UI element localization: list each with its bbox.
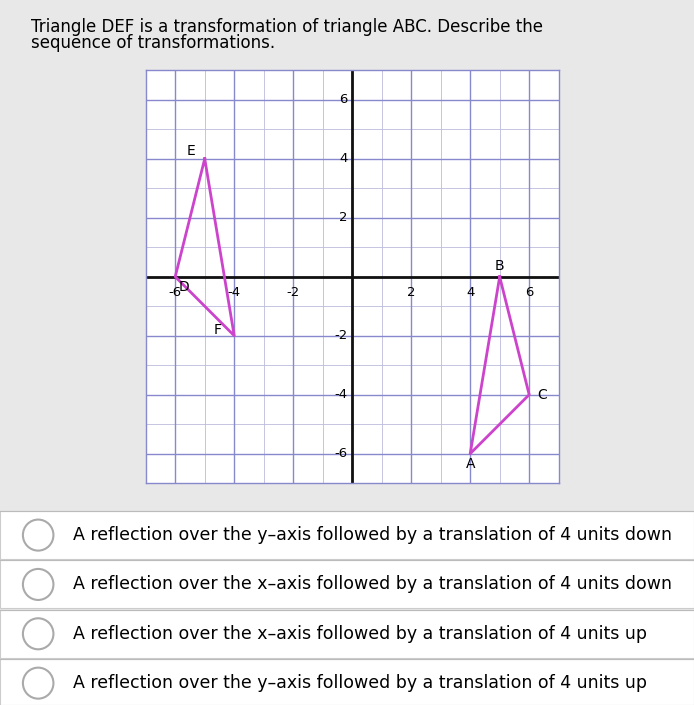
Text: -2: -2 — [335, 329, 348, 342]
Text: A: A — [466, 457, 475, 471]
Text: F: F — [214, 323, 222, 337]
Text: 6: 6 — [525, 286, 534, 298]
Text: D: D — [179, 280, 189, 294]
Text: A reflection over the y–axis followed by a translation of 4 units down: A reflection over the y–axis followed by… — [73, 526, 672, 544]
Text: A reflection over the y–axis followed by a translation of 4 units up: A reflection over the y–axis followed by… — [73, 674, 647, 692]
Text: 4: 4 — [466, 286, 475, 298]
Text: 2: 2 — [339, 212, 348, 224]
Text: E: E — [187, 145, 196, 159]
Text: A reflection over the x–axis followed by a translation of 4 units down: A reflection over the x–axis followed by… — [73, 575, 672, 594]
Text: -4: -4 — [228, 286, 241, 298]
Text: Triangle DEF is a transformation of triangle ABC. Describe the: Triangle DEF is a transformation of tria… — [31, 18, 543, 36]
Text: B: B — [495, 259, 505, 274]
Text: C: C — [538, 388, 548, 402]
Text: -6: -6 — [335, 447, 348, 460]
Text: -4: -4 — [335, 388, 348, 401]
Text: 6: 6 — [339, 93, 348, 106]
Text: 2: 2 — [407, 286, 416, 298]
Text: A reflection over the x–axis followed by a translation of 4 units up: A reflection over the x–axis followed by… — [73, 625, 647, 643]
Text: -6: -6 — [169, 286, 182, 298]
Text: sequence of transformations.: sequence of transformations. — [31, 34, 276, 52]
Text: -2: -2 — [287, 286, 300, 298]
Text: 4: 4 — [339, 152, 348, 165]
